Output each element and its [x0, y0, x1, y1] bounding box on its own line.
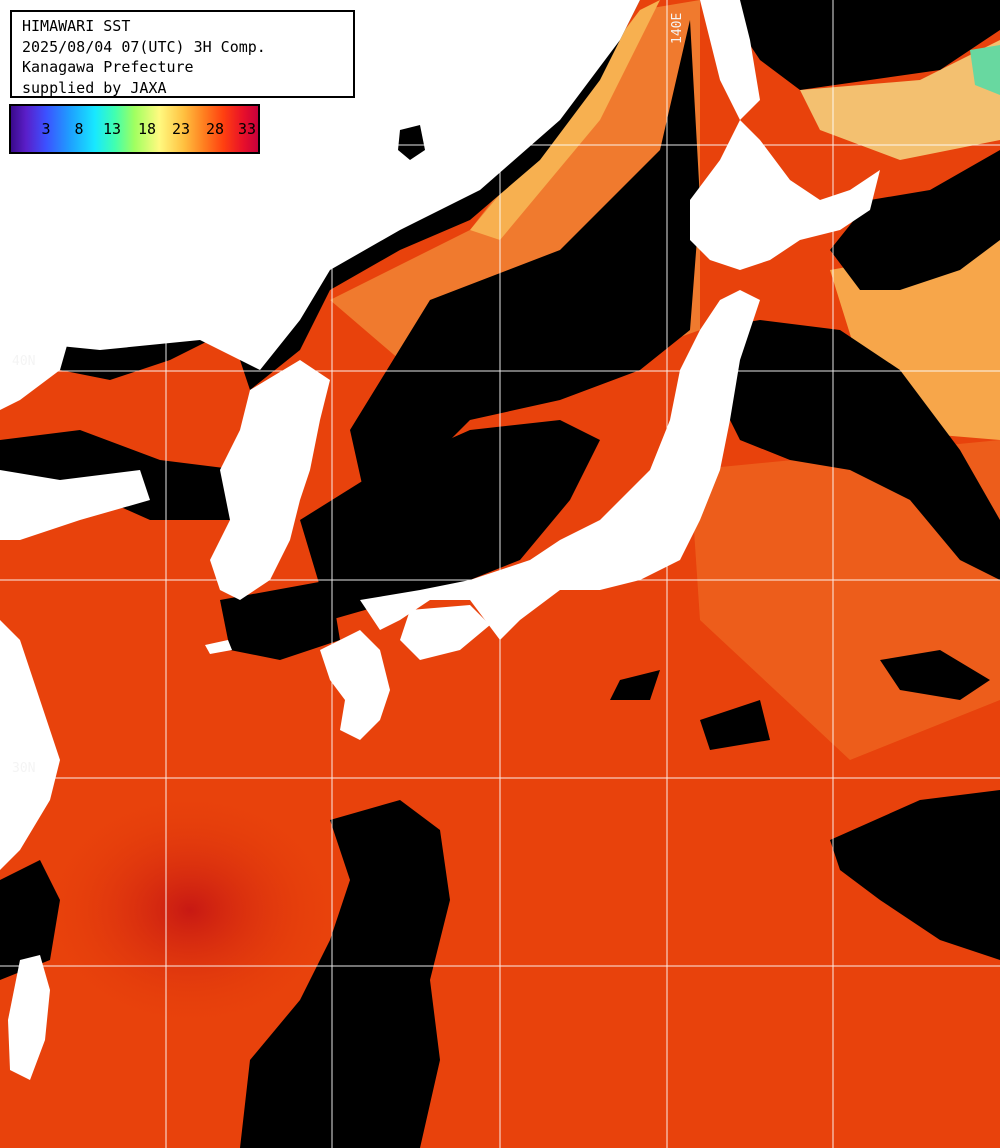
legend-label: 23 [171, 120, 191, 138]
cloud-sanriku [700, 320, 1000, 580]
legend-label: 8 [74, 120, 84, 138]
land-kyushu [320, 630, 390, 740]
cloud-north-korea [350, 20, 700, 520]
cloud-southwest [0, 860, 60, 980]
land-jeju [205, 640, 232, 654]
legend-label: 18 [137, 120, 157, 138]
lon-label-140e: 140E [670, 12, 685, 44]
map-title: HIMAWARI SST [22, 17, 131, 35]
land-liaodong [0, 335, 70, 410]
legend-label: 13 [102, 120, 122, 138]
land-honshu [360, 290, 760, 640]
cloud-okhotsk [720, 0, 1000, 90]
land-shandong [0, 470, 150, 540]
land-shikoku [400, 605, 490, 660]
legend-labels: 3 8 13 18 23 28 33 [11, 120, 258, 140]
lat-label-30n: 30N [12, 761, 36, 776]
legend-label: 28 [205, 120, 225, 138]
map-credit: supplied by JAXA [22, 78, 167, 97]
okhotsk-mild [800, 40, 1000, 160]
land-sakhalin [700, 0, 760, 120]
cloud-east-pacific [830, 790, 1000, 960]
map-region: Kanagawa Prefecture [22, 58, 194, 76]
cloud-pacific-patches [610, 650, 990, 750]
cloud-korea-strait [220, 580, 340, 660]
hotspot-east-china-sea [40, 790, 340, 1030]
info-box: HIMAWARI SST 2025/08/04 07(UTC) 3H Comp.… [10, 10, 355, 98]
temperature-legend: 3 8 13 18 23 28 33 [9, 104, 260, 154]
land-taiwan [8, 955, 50, 1080]
cloud-yellow-sea [0, 430, 300, 520]
lat-label-40n: 40N [12, 354, 36, 369]
cloud-northeast [830, 150, 1000, 290]
legend-label: 3 [41, 120, 51, 138]
land-ulleung [398, 125, 425, 160]
map-datetime: 2025/08/04 07(UTC) 3H Comp. [22, 37, 266, 56]
land-korea [210, 360, 330, 600]
legend-label: 33 [237, 120, 257, 138]
cloud-sea-of-japan [300, 420, 600, 620]
land-china-east [0, 620, 60, 870]
land-hokkaido [690, 120, 880, 270]
cool-patch-2 [970, 45, 1000, 95]
cloud-ryukyu-south [240, 800, 450, 1148]
